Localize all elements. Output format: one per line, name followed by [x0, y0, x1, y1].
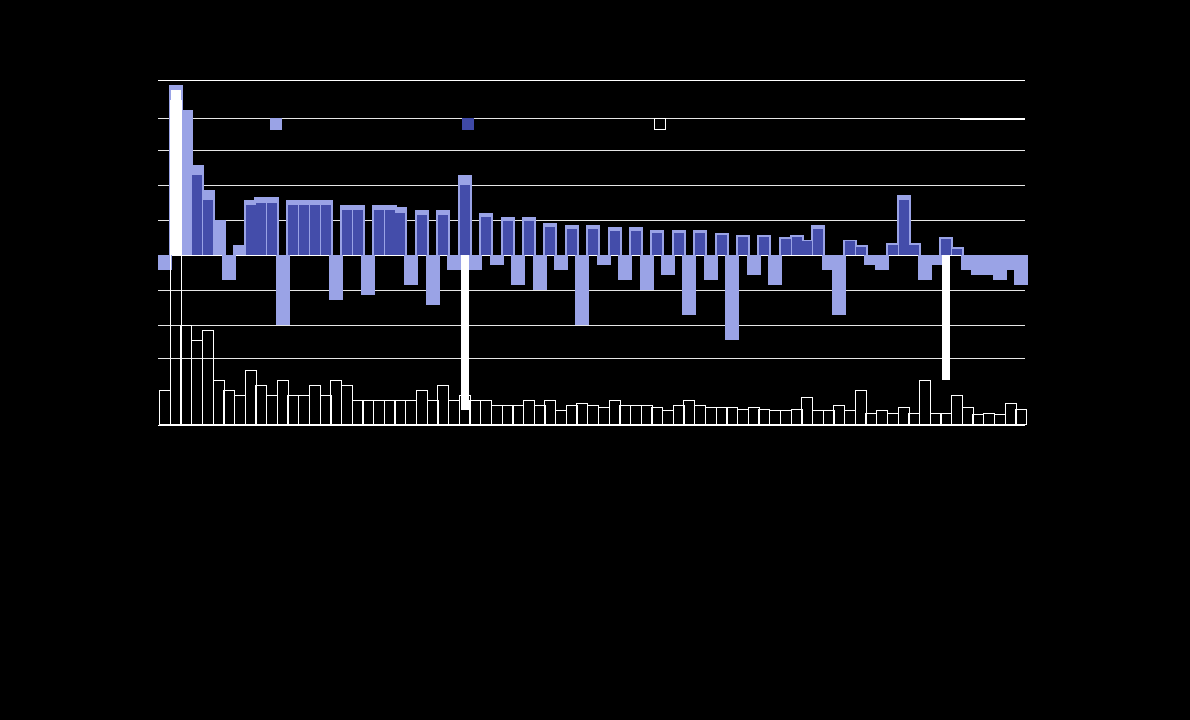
- series3-bar: [203, 200, 213, 255]
- series1-bar: [276, 255, 290, 325]
- series1-bar: [554, 255, 568, 270]
- series1-bar: [575, 255, 589, 325]
- series3-bar: [888, 245, 898, 255]
- series1-bar: [768, 255, 782, 285]
- legend-swatch: [654, 118, 666, 130]
- series3-bar: [813, 229, 823, 255]
- series3-bar: [845, 241, 855, 255]
- floor-line: [158, 425, 1025, 426]
- series3-bar: [802, 241, 812, 255]
- legend-item: [270, 118, 282, 130]
- series3-bar: [192, 175, 202, 255]
- series3-bar: [545, 227, 555, 255]
- gridline: [158, 80, 1025, 81]
- series3-bar: [759, 237, 769, 255]
- series3-bar: [717, 235, 727, 255]
- series1-bar: [404, 255, 418, 285]
- series3-bar: [952, 249, 962, 255]
- series1-bar: [468, 255, 482, 270]
- series1-bar: [704, 255, 718, 280]
- series3-bar: [417, 215, 427, 255]
- series2-bar: [1015, 409, 1027, 425]
- series3-bar: [395, 213, 405, 255]
- series1-bar: [533, 255, 547, 290]
- series3-bar: [899, 200, 909, 255]
- series1-bar: [1014, 255, 1028, 285]
- legend: [270, 118, 666, 130]
- special-white-bar: [942, 255, 950, 380]
- series3-bar: [674, 233, 684, 255]
- series1-bar: [361, 255, 375, 295]
- series1-bar: [661, 255, 675, 275]
- legend-swatch: [270, 118, 282, 130]
- series1-bar: [725, 255, 739, 340]
- series3-bar: [342, 210, 352, 255]
- legend-swatch: [462, 118, 474, 130]
- legend-item: [654, 118, 666, 130]
- series1-bar: [597, 255, 611, 265]
- series3-bar: [610, 231, 620, 255]
- series1-bar: [212, 220, 226, 255]
- series3-bar: [652, 233, 662, 255]
- series3-bar: [310, 205, 320, 255]
- series1-bar: [747, 255, 761, 275]
- series3-bar: [299, 205, 309, 255]
- series3-bar: [781, 239, 791, 255]
- gridline: [158, 325, 1025, 326]
- series3-bar: [267, 203, 277, 255]
- gridline: [158, 150, 1025, 151]
- series1-bar: [682, 255, 696, 315]
- series3-bar: [856, 247, 866, 255]
- series1-bar: [447, 255, 461, 270]
- series3-bar: [321, 205, 331, 255]
- series3-bar: [631, 231, 641, 255]
- series3-bar: [460, 185, 470, 255]
- series3-bar: [567, 229, 577, 255]
- series1-bar: [222, 255, 236, 280]
- series3-bar: [256, 203, 266, 255]
- series3-bar: [941, 239, 951, 255]
- top-right-line-segment: [960, 118, 1025, 120]
- series3-bar: [909, 245, 919, 255]
- series3-bar: [695, 233, 705, 255]
- series1-bar: [426, 255, 440, 305]
- series3-bar: [288, 205, 298, 255]
- series3-bar: [481, 217, 491, 255]
- series3-bar: [353, 210, 363, 255]
- chart-plot-area: [158, 0, 1025, 720]
- series3-bar: [246, 205, 256, 255]
- series1-bar: [875, 255, 889, 270]
- series1-bar: [832, 255, 846, 315]
- series1-bar: [929, 255, 943, 265]
- series3-bar: [438, 215, 448, 255]
- series1-bar: [640, 255, 654, 290]
- series1-bar: [511, 255, 525, 285]
- series3-bar: [738, 237, 748, 255]
- series3-bar: [792, 237, 802, 255]
- series1-bar: [618, 255, 632, 280]
- special-white-bar: [461, 255, 469, 410]
- legend-item: [462, 118, 474, 130]
- series3-bar: [503, 221, 513, 255]
- gridline: [158, 358, 1025, 359]
- series1-bar: [329, 255, 343, 300]
- series1-bar: [490, 255, 504, 265]
- series3-bar: [524, 221, 534, 255]
- series3-bar: [588, 229, 598, 255]
- series3-bar: [374, 210, 384, 255]
- gridline: [158, 185, 1025, 186]
- series3-bar: [385, 210, 395, 255]
